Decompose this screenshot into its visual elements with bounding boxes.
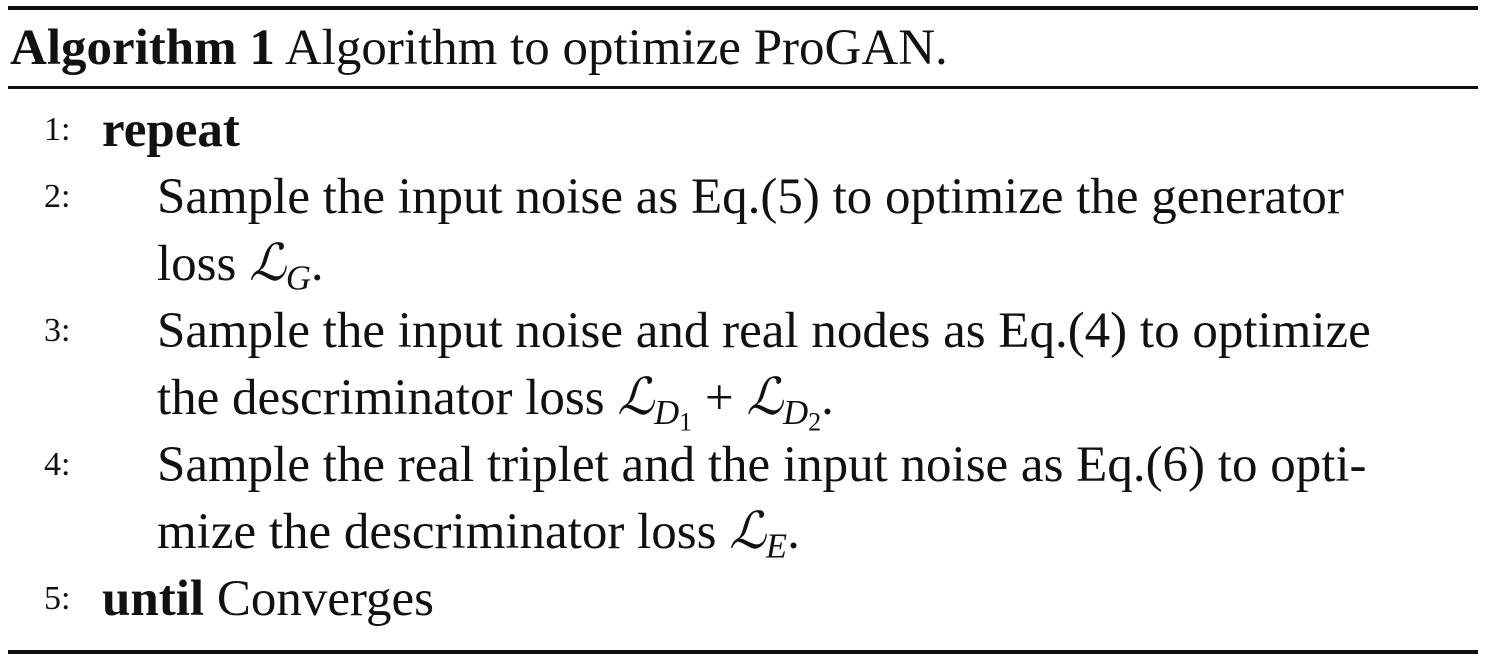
step-2-line-2: loss ℒG. xyxy=(157,234,324,296)
discriminator-loss-2-sub-letter: D xyxy=(783,392,809,432)
discriminator-loss-1-sub-index: 1 xyxy=(679,407,693,437)
step-3-line-1: Sample the input noise and real nodes as… xyxy=(157,303,1371,359)
step-1-line: repeat xyxy=(102,100,240,160)
algorithm-caption: Algorithm 1 Algorithm to optimize ProGAN… xyxy=(10,18,948,78)
discriminator-loss-1-sub-letter: D xyxy=(654,392,680,432)
generator-loss-symbol: ℒ xyxy=(249,234,286,293)
step-5-number: 5: xyxy=(44,580,71,617)
discriminator-loss-1-symbol: ℒ xyxy=(617,368,655,427)
until-condition: Converges xyxy=(204,571,435,627)
step-2-line-1: Sample the input noise as Eq.(5) to opti… xyxy=(157,169,1344,225)
caption-rule xyxy=(8,86,1478,89)
discriminator-loss-2-symbol: ℒ xyxy=(746,368,784,427)
plus-sign: + xyxy=(692,370,747,426)
step-4-text: mize the descriminator loss xyxy=(157,504,730,560)
step-3-period: . xyxy=(821,370,834,426)
until-keyword: until xyxy=(102,571,205,627)
step-4-line-1: Sample the real triplet and the input no… xyxy=(157,437,1367,493)
discriminator-loss-2-subscript: D2 xyxy=(783,392,821,435)
step-1-number: 1: xyxy=(44,111,71,148)
step-3-number: 3: xyxy=(44,312,71,349)
step-3-text: the descriminator loss xyxy=(157,370,618,426)
top-rule xyxy=(8,6,1478,10)
algorithm-title: Algorithm to optimize ProGAN. xyxy=(284,20,948,76)
generator-loss-subscript: G xyxy=(285,258,311,298)
step-2-number: 2: xyxy=(44,178,71,215)
encoder-loss-subscript: E xyxy=(765,526,788,566)
step-3-line-2: the descriminator loss ℒD1 + ℒD2. xyxy=(157,368,834,435)
encoder-loss-symbol: ℒ xyxy=(729,502,766,561)
step-4-number: 4: xyxy=(44,446,71,483)
discriminator-loss-1-subscript: D1 xyxy=(654,392,692,435)
step-2-period: . xyxy=(310,236,324,292)
algorithm-label: Algorithm 1 xyxy=(10,20,275,76)
repeat-keyword: repeat xyxy=(102,102,240,158)
step-4-period: . xyxy=(787,504,800,560)
step-5-line: until Converges xyxy=(102,569,434,629)
discriminator-loss-2-sub-index: 2 xyxy=(808,407,822,437)
bottom-rule xyxy=(8,650,1478,654)
step-2-text: loss xyxy=(157,236,250,292)
step-4-line-2: mize the descriminator loss ℒE. xyxy=(157,502,800,564)
